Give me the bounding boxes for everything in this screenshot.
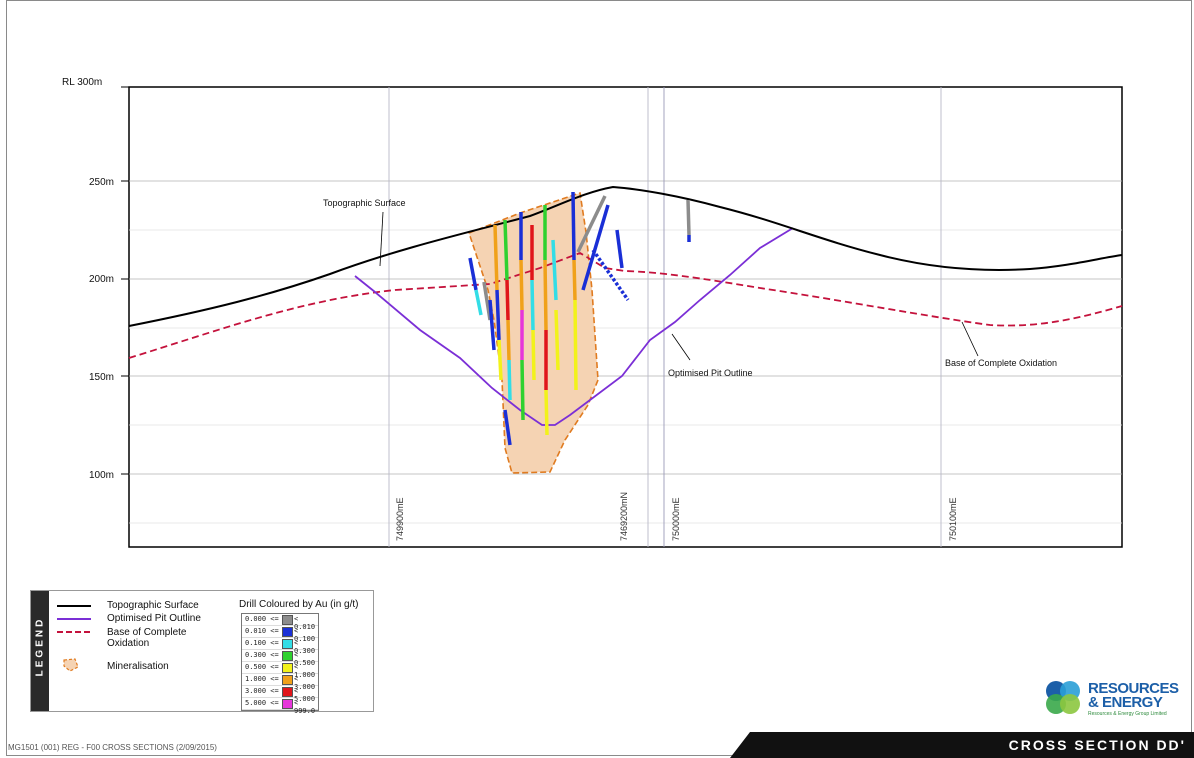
drill-holes: [468, 191, 691, 446]
au-class-row: 0.100 <= < 0.300: [242, 638, 318, 655]
au-class-swatch: [282, 687, 293, 697]
rl-ticks: [121, 86, 129, 475]
section-frame: [128, 86, 1123, 548]
legend-topo-label: Topographic Surface: [107, 600, 199, 611]
easting-label-749900: 749900mE: [395, 497, 405, 541]
au-class-lower: 0.100 <=: [245, 639, 279, 647]
au-class-upper: < 999.0: [294, 699, 316, 715]
au-class-upper: < 0.010: [294, 615, 316, 631]
au-class-lower: 0.010 <=: [245, 627, 279, 635]
easting-label-750100: 750100mE: [948, 497, 958, 541]
pit-outline: [354, 227, 794, 426]
legend-tab: LEGEND: [31, 591, 49, 711]
au-class-swatch: [282, 627, 293, 637]
section-title: CROSS SECTION DD': [1008, 737, 1186, 753]
logo-line-3: Resources & Energy Group Limited: [1088, 711, 1167, 717]
au-class-lower: 0.300 <=: [245, 651, 279, 659]
au-class-upper: < 0.100: [294, 627, 316, 643]
legend-mineralisation-symbol: [63, 658, 79, 672]
rl-label-150: 150m: [89, 372, 114, 383]
northing-label-7469200: 7469200mN: [619, 492, 629, 541]
rl-gridlines: [129, 180, 1122, 524]
au-legend-title: Drill Coloured by Au (in g/t): [239, 599, 359, 610]
au-class-lower: 0.500 <=: [245, 663, 279, 671]
au-class-upper: < 0.500: [294, 651, 316, 667]
au-class-row: 0.300 <= < 0.500: [242, 650, 318, 667]
au-class-lower: 5.000 <=: [245, 699, 279, 707]
legend-topo-symbol: [57, 605, 91, 607]
easting-gridlines: [388, 87, 942, 547]
legend-pit-label: Optimised Pit Outline: [107, 613, 201, 624]
au-class-row: 0.000 <= < 0.010: [242, 614, 318, 631]
au-class-lower: 0.000 <=: [245, 615, 279, 623]
section-title-bar: CROSS SECTION DD': [730, 732, 1194, 758]
drawing-reference: MG1501 (001) REG - F00 CROSS SECTIONS (2…: [8, 743, 217, 752]
au-class-row: 0.010 <= < 0.100: [242, 626, 318, 643]
pit-annotation: Optimised Pit Outline: [668, 368, 753, 378]
rl-label-250: 250m: [89, 177, 114, 188]
rl-label-100: 100m: [89, 470, 114, 481]
drawing-sheet: [6, 0, 1192, 756]
au-class-swatch: [282, 651, 293, 661]
legend-oxidation-label: Base of Complete Oxidation: [107, 627, 187, 649]
au-class-swatch: [282, 675, 293, 685]
legend-mineralisation-label: Mineralisation: [107, 661, 169, 672]
rl-label-300: RL 300m: [62, 77, 102, 88]
au-class-swatch: [282, 663, 293, 673]
legend-tab-label: LEGEND: [34, 616, 46, 677]
au-class-upper: < 1.000: [294, 663, 316, 679]
au-class-upper: < 0.300: [294, 639, 316, 655]
topographic-surface: [128, 185, 1123, 327]
legend-oxidation-symbol: [57, 631, 91, 633]
company-logo: RESOURCES & ENERGY Resources & Energy Gr…: [1040, 672, 1190, 722]
oxidation-leader: [961, 321, 979, 357]
au-class-row: 3.000 <= < 5.000: [242, 686, 318, 703]
au-class-upper: < 5.000: [294, 687, 316, 703]
pit-leader: [671, 333, 691, 361]
rl-label-200: 200m: [89, 274, 114, 285]
logo-line-2: & ENERGY: [1088, 694, 1163, 711]
au-class-lower: 1.000 <=: [245, 675, 279, 683]
oxidation-annotation: Base of Complete Oxidation: [945, 358, 1057, 368]
logo-mark-icon: [1046, 681, 1080, 714]
au-legend-table: 0.000 <= < 0.010 0.010 <= < 0.100 0.100 <= < …: [241, 613, 319, 715]
legend-panel: LEGEND Topographic Surface Optimised Pit…: [30, 590, 374, 715]
au-class-swatch: [282, 639, 293, 649]
au-class-swatch: [282, 699, 293, 709]
au-class-upper: < 3.000: [294, 675, 316, 691]
oxidation-line: [128, 252, 1123, 359]
au-class-swatch: [282, 615, 293, 625]
topo-annotation: Topographic Surface: [323, 198, 406, 208]
au-class-lower: 3.000 <=: [245, 687, 279, 695]
au-class-row: 0.500 <= < 1.000: [242, 662, 318, 679]
topo-leader: [379, 211, 384, 267]
au-class-row: 1.000 <= < 3.000: [242, 674, 318, 691]
easting-label-750000: 750000mE: [671, 497, 681, 541]
legend-pit-symbol: [57, 618, 91, 620]
logo-line-1: RESOURCES: [1088, 680, 1179, 697]
au-class-row: 5.000 <= < 999.0: [242, 698, 318, 715]
